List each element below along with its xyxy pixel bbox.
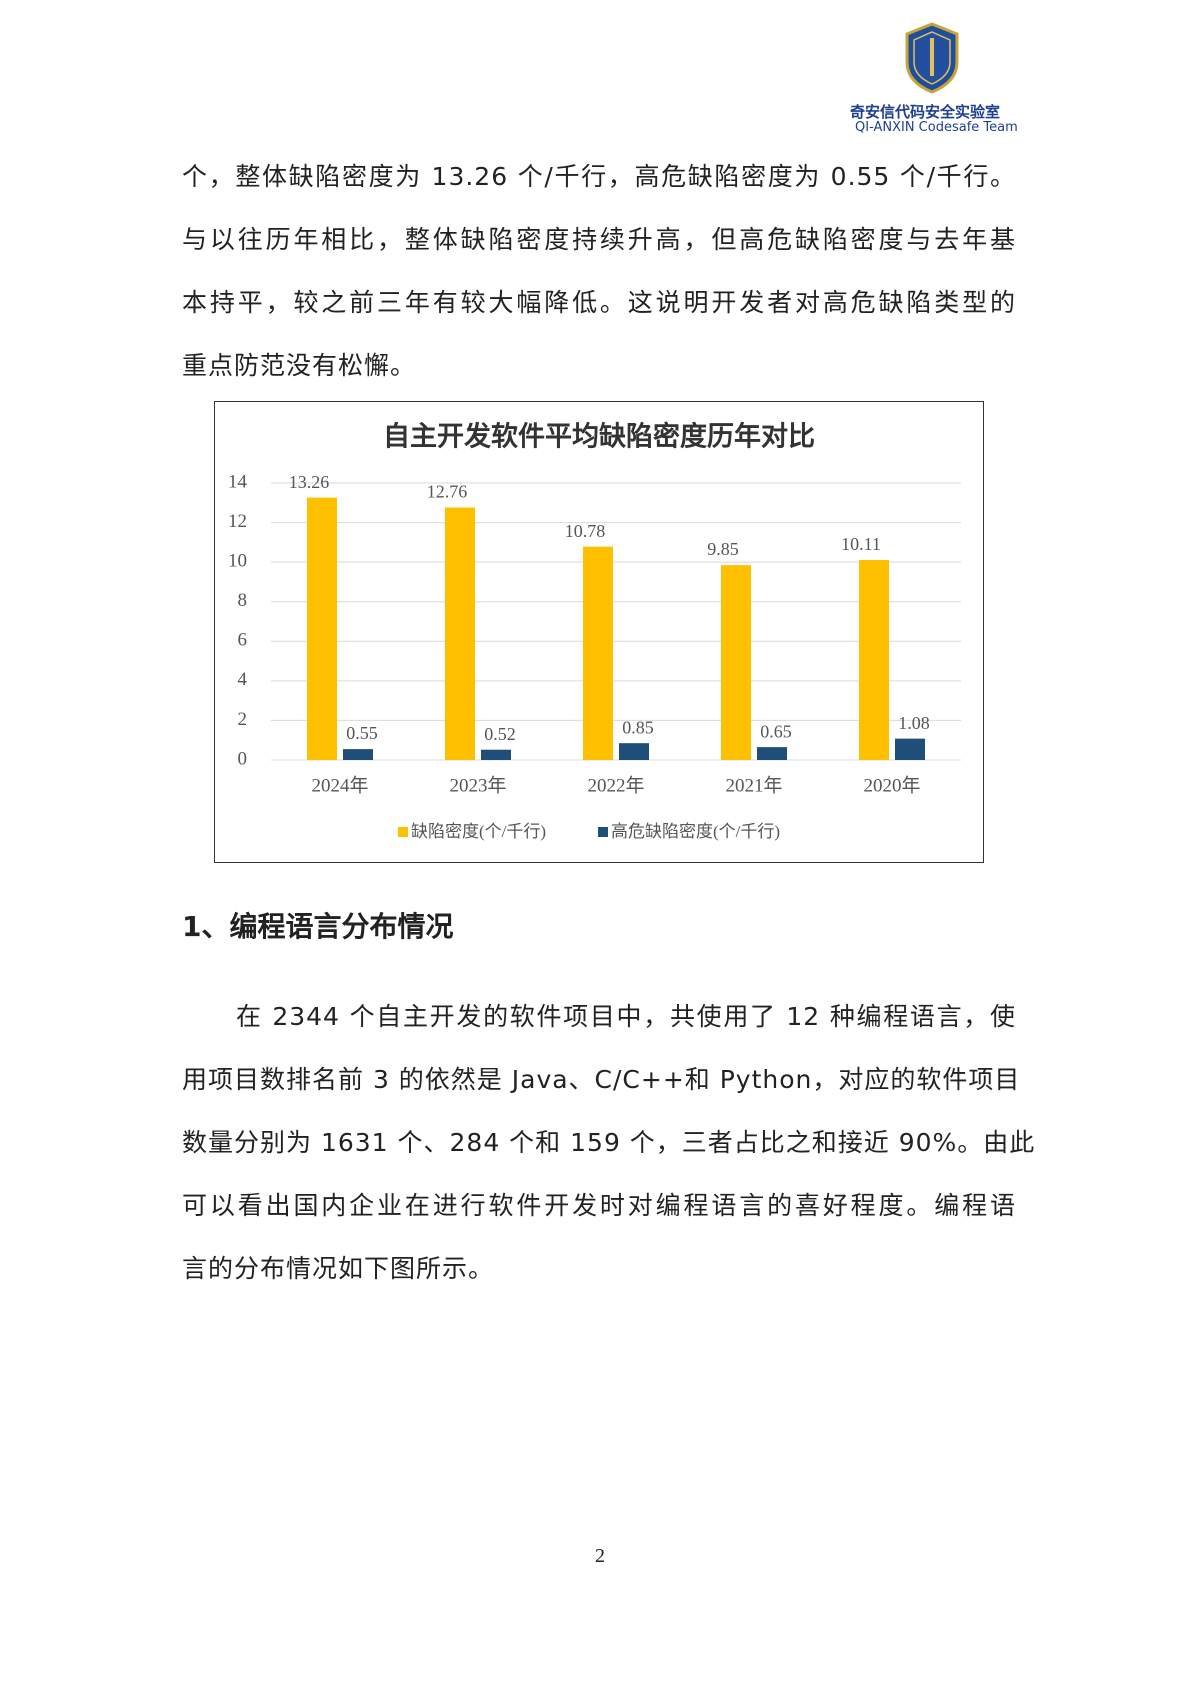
bar bbox=[343, 749, 373, 760]
value-label: 13.26 bbox=[289, 472, 330, 492]
y-tick-label: 10 bbox=[228, 551, 247, 572]
value-label: 0.85 bbox=[622, 717, 654, 737]
x-tick-label: 2023年 bbox=[449, 774, 506, 796]
bar bbox=[307, 497, 337, 760]
bar bbox=[895, 738, 925, 760]
x-tick-label: 2024年 bbox=[311, 774, 368, 796]
legend-label: 缺陷密度(个/千行) bbox=[411, 822, 546, 841]
x-tick-label: 2020年 bbox=[863, 774, 920, 796]
y-tick-label: 4 bbox=[238, 669, 248, 690]
chart: 自主开发软件平均缺陷密度历年对比 0 2 4 6 8 10 12 14 2024年 13.26 0.… bbox=[228, 421, 961, 841]
text-line: 本持平，较之前三年有较大幅降低。这说明开发者对高危缺陷类型的 bbox=[182, 288, 1016, 317]
bar bbox=[445, 507, 475, 760]
org-cn: 奇安信代码安全实验室 bbox=[850, 103, 1001, 121]
bar bbox=[721, 565, 751, 760]
bar bbox=[859, 559, 889, 760]
bar bbox=[757, 747, 787, 760]
bar bbox=[481, 749, 511, 760]
text-line: 个，整体缺陷密度为 13.26 个/千行，高危缺陷密度为 0.55 个/千行。 bbox=[182, 162, 1016, 191]
logo-shield bbox=[905, 22, 959, 94]
chart-title: 自主开发软件平均缺陷密度历年对比 bbox=[383, 421, 815, 453]
page-number: 2 bbox=[595, 1545, 605, 1567]
x-tick-label: 2022年 bbox=[587, 774, 644, 796]
text-line: 重点防范没有松懈。 bbox=[182, 351, 417, 380]
y-tick-label: 12 bbox=[228, 511, 247, 532]
y-tick-label: 6 bbox=[238, 630, 248, 651]
value-label: 12.76 bbox=[427, 482, 468, 502]
value-label: 1.08 bbox=[898, 713, 930, 733]
y-tick-label: 0 bbox=[238, 748, 248, 769]
bar bbox=[619, 743, 649, 760]
value-label: 9.85 bbox=[707, 539, 739, 559]
value-label: 0.65 bbox=[760, 721, 792, 741]
x-tick-label: 2021年 bbox=[725, 774, 782, 796]
section-heading: 1、编程语言分布情况 bbox=[182, 910, 454, 943]
value-label: 10.11 bbox=[841, 534, 881, 554]
text-line: 可以看出国内企业在进行软件开发时对编程语言的喜好程度。编程语 bbox=[182, 1191, 1016, 1220]
legend-swatch bbox=[598, 827, 608, 837]
legend-swatch bbox=[398, 827, 408, 837]
org-en: QI-ANXIN Codesafe Team bbox=[855, 120, 1018, 135]
text-line: 言的分布情况如下图所示。 bbox=[182, 1254, 495, 1283]
value-label: 10.78 bbox=[565, 521, 606, 541]
text-line: 用项目数排名前 3 的依然是 Java、C/C++和 Python，对应的软件项… bbox=[182, 1065, 1021, 1094]
text-line: 数量分别为 1631 个、284 个和 159 个，三者占比之和接近 90%。由… bbox=[182, 1128, 1036, 1157]
text-line: 与以往历年相比，整体缺陷密度持续升高，但高危缺陷密度与去年基 bbox=[182, 225, 1016, 254]
value-label: 0.55 bbox=[346, 723, 378, 743]
y-tick-label: 8 bbox=[238, 590, 248, 611]
value-label: 0.52 bbox=[484, 724, 516, 744]
bar bbox=[583, 546, 613, 760]
y-tick-label: 14 bbox=[228, 471, 248, 492]
y-tick-label: 2 bbox=[238, 709, 248, 730]
text-line: 在 2344 个自主开发的软件项目中，共使用了 12 种编程语言，使 bbox=[236, 1002, 1016, 1031]
legend-label: 高危缺陷密度(个/千行) bbox=[611, 822, 780, 841]
chart-frame: 自主开发软件平均缺陷密度历年对比 0 2 4 6 8 10 12 14 2024年 13.26 0.… bbox=[214, 401, 984, 863]
